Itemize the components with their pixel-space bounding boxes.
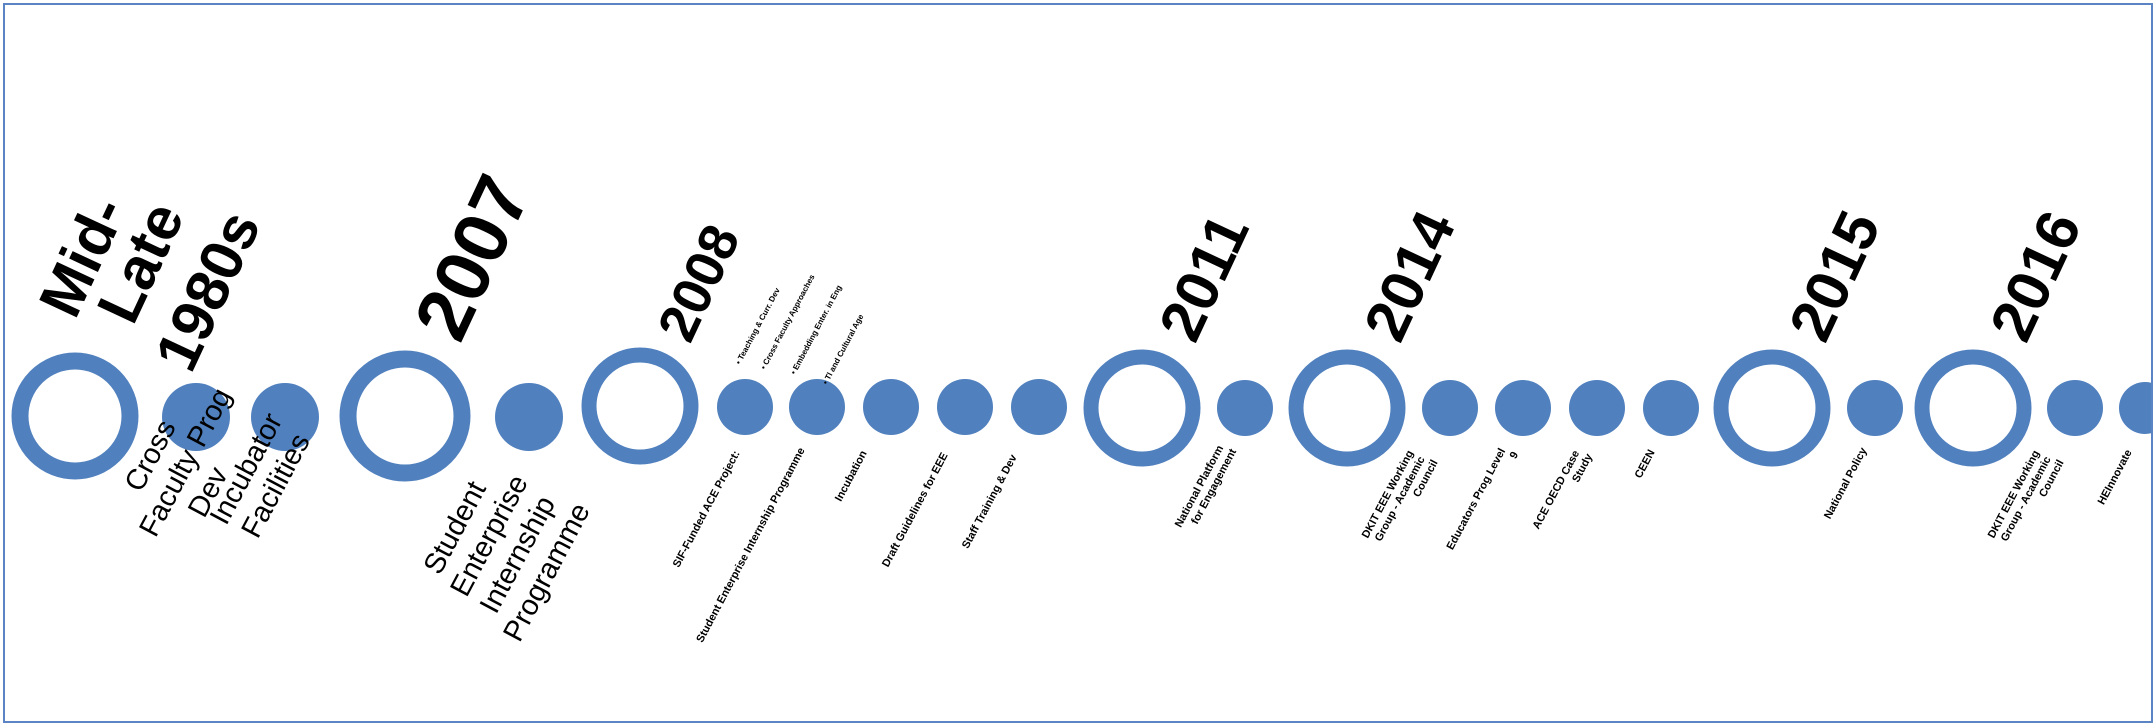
milestone-2011: 2011 National Platform for Engagement bbox=[1083, 204, 1273, 535]
event-label: National Policy bbox=[1822, 445, 1870, 521]
event-dot bbox=[717, 379, 773, 435]
event-dot bbox=[1569, 380, 1625, 436]
milestone-ring-2011 bbox=[1083, 349, 1201, 467]
bullet-text: Tl and Cultural Age bbox=[823, 312, 865, 381]
event-label-line: ACE OECD Case bbox=[1531, 448, 1583, 531]
event-dot bbox=[863, 379, 919, 435]
milestone-2007: 2007 Student Enterprise Internship Progr… bbox=[339, 163, 598, 647]
year-label: 2011 bbox=[1146, 204, 1262, 350]
event-label-line: Educators Prog Level bbox=[1445, 446, 1509, 551]
timeline-frame: Mid- Late 1980s Cross Faculty Prog Dev I… bbox=[3, 3, 2153, 723]
event-dot bbox=[251, 383, 319, 451]
event-dot bbox=[1217, 380, 1273, 436]
event-label: Student Enterprise Internship Programme bbox=[694, 446, 807, 645]
event-dot bbox=[789, 379, 845, 435]
event-dot bbox=[2119, 382, 2151, 434]
milestone-ring-2014 bbox=[1288, 349, 1406, 467]
event-label: Student Enterprise Internship Programme bbox=[407, 447, 598, 647]
event-label: ACE OECD Case Study bbox=[1531, 445, 1596, 537]
year-label: 2008 bbox=[646, 216, 751, 350]
milestone-ring-2016 bbox=[1914, 349, 2032, 467]
event-label: National Platform for Engagement bbox=[1173, 440, 1239, 535]
event-dot bbox=[495, 383, 563, 451]
event-label: DKIT EEE Working Group - Academic Counci… bbox=[1986, 446, 2067, 553]
milestone-2008: 2008 SIF-Funded ACE Project: Student Ent… bbox=[581, 216, 1067, 645]
event-label: CEEN bbox=[1633, 448, 1658, 481]
event-label-line: 9 bbox=[1508, 450, 1521, 461]
milestone-ring-1980s bbox=[11, 352, 139, 480]
year-label: 2007 bbox=[398, 163, 546, 352]
event-dot bbox=[1643, 380, 1699, 436]
event-label: HEInnovate bbox=[2096, 448, 2135, 507]
milestone-2015: 2015 National Policy bbox=[1713, 201, 1903, 521]
event-label: Draft Guidelines for EEE bbox=[880, 451, 951, 569]
milestone-2014: 2014 DKIT EEE Working Group - Academic C… bbox=[1288, 201, 1699, 558]
event-dot bbox=[1422, 380, 1478, 436]
event-label: Staff Training & Dev bbox=[960, 452, 1020, 551]
milestone-ring-2008 bbox=[581, 347, 699, 465]
event-dot bbox=[1847, 380, 1903, 436]
milestone-2016: 2016 DKIT EEE Working Group - Academic C… bbox=[1914, 201, 2151, 553]
event-label: DKIT EEE Working Group - Academic Counci… bbox=[1360, 446, 1441, 553]
bullet-item: • Cross Faculty Approaches bbox=[759, 273, 817, 371]
milestone-ring-2007 bbox=[339, 350, 471, 482]
event-dot bbox=[162, 383, 230, 451]
event-dot bbox=[1011, 379, 1067, 435]
year-label: 2014 bbox=[1351, 201, 1468, 351]
event-dot bbox=[2047, 380, 2103, 436]
year-label: 2016 bbox=[1977, 201, 2094, 350]
milestone-ring-2015 bbox=[1713, 349, 1831, 467]
event-label: SIF-Funded ACE Project: bbox=[671, 449, 743, 570]
event-label: Incubation bbox=[833, 449, 870, 504]
milestone-1980s: Mid- Late 1980s Cross Faculty Prog Dev I… bbox=[11, 186, 319, 543]
event-dot bbox=[937, 379, 993, 435]
event-label: Educators Prog Level 9 bbox=[1445, 444, 1522, 558]
year-label: 2015 bbox=[1776, 201, 1893, 350]
event-dot bbox=[1495, 380, 1551, 436]
timeline-diagram: Mid- Late 1980s Cross Faculty Prog Dev I… bbox=[11, 163, 2151, 647]
bullet-item: • Tl and Cultural Age bbox=[821, 312, 866, 386]
